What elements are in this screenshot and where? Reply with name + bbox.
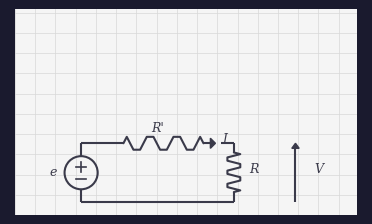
Text: e: e xyxy=(50,166,57,179)
Polygon shape xyxy=(211,138,215,148)
Text: R': R' xyxy=(151,122,164,135)
Text: I: I xyxy=(222,133,227,146)
Polygon shape xyxy=(292,143,299,148)
Text: R: R xyxy=(250,163,259,176)
Text: V: V xyxy=(314,163,323,176)
